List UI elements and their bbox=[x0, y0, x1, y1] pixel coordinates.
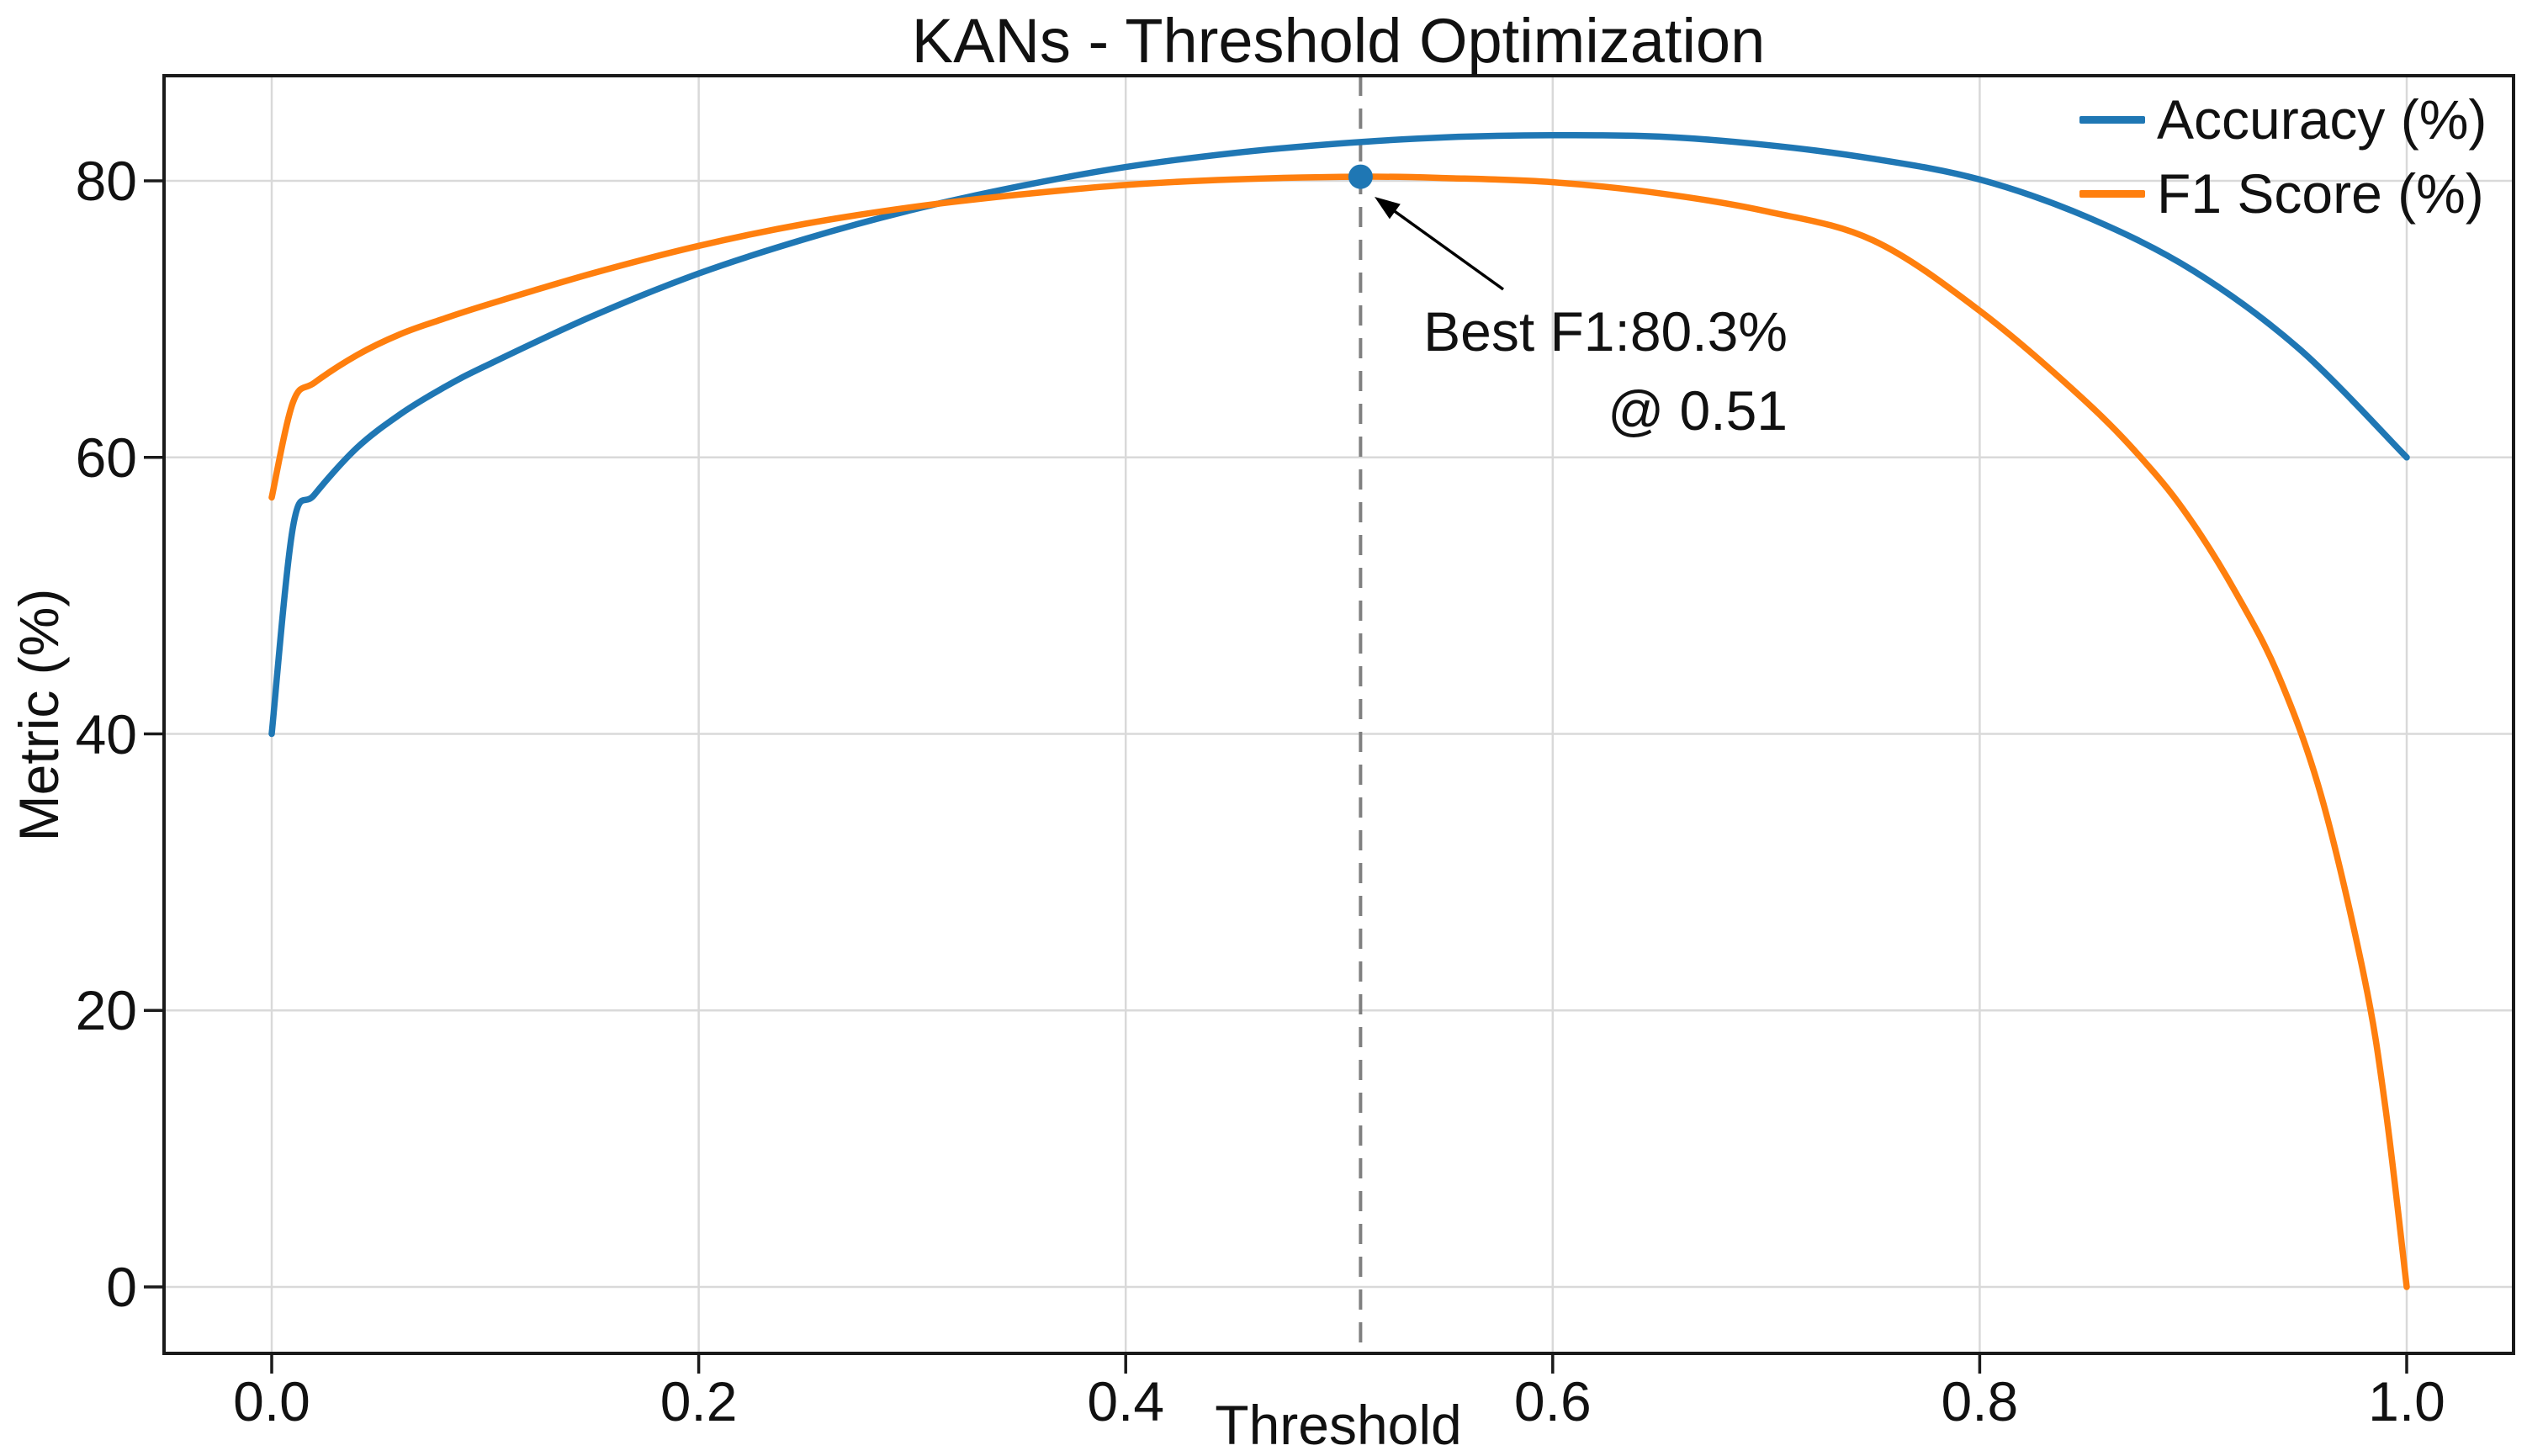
x-tick-label-0.4: 0.4 bbox=[1087, 1370, 1165, 1432]
legend-label-f1: F1 Score (%) bbox=[2157, 162, 2484, 225]
x-tick-label-0.2: 0.2 bbox=[660, 1370, 738, 1432]
x-tick-label-0.8: 0.8 bbox=[1941, 1370, 2019, 1432]
annotation-arrowhead bbox=[1375, 197, 1401, 220]
legend-item-f1: F1 Score (%) bbox=[2079, 162, 2484, 225]
axes-spines bbox=[162, 74, 2515, 1355]
y-axis-label: Metric (%) bbox=[8, 588, 70, 842]
y-tick-label-0: 0 bbox=[106, 1256, 137, 1318]
best-f1-marker-dot bbox=[1348, 164, 1373, 189]
y-tick-label-80: 80 bbox=[75, 150, 137, 212]
x-axis-label: Threshold bbox=[1215, 1394, 1462, 1456]
accuracy-line-swatch bbox=[2079, 115, 2145, 124]
best-f1-annotation: Best F1:80.3% @ 0.51 bbox=[1423, 293, 1788, 450]
legend-label-accuracy: Accuracy (%) bbox=[2157, 88, 2487, 151]
accuracy-curve bbox=[268, 131, 2410, 738]
best-f1-annotation-line2: @ 0.51 bbox=[1608, 379, 1788, 442]
x-tick-label-1.0: 1.0 bbox=[2368, 1370, 2445, 1432]
f1-line-swatch bbox=[2079, 189, 2145, 198]
legend-item-accuracy: Accuracy (%) bbox=[2079, 88, 2487, 151]
chart-title: KANs - Threshold Optimization bbox=[911, 6, 1766, 76]
f1-curve bbox=[268, 173, 2410, 1290]
y-tick-label-60: 60 bbox=[75, 426, 137, 489]
y-tick-label-40: 40 bbox=[75, 702, 137, 765]
y-tick-label-20: 20 bbox=[75, 979, 137, 1042]
best-f1-annotation-line1: Best F1:80.3% bbox=[1423, 300, 1788, 363]
x-tick-label-0.0: 0.0 bbox=[233, 1370, 310, 1432]
annotation-arrow-line bbox=[1385, 204, 1505, 291]
x-tick-label-0.6: 0.6 bbox=[1513, 1370, 1592, 1432]
